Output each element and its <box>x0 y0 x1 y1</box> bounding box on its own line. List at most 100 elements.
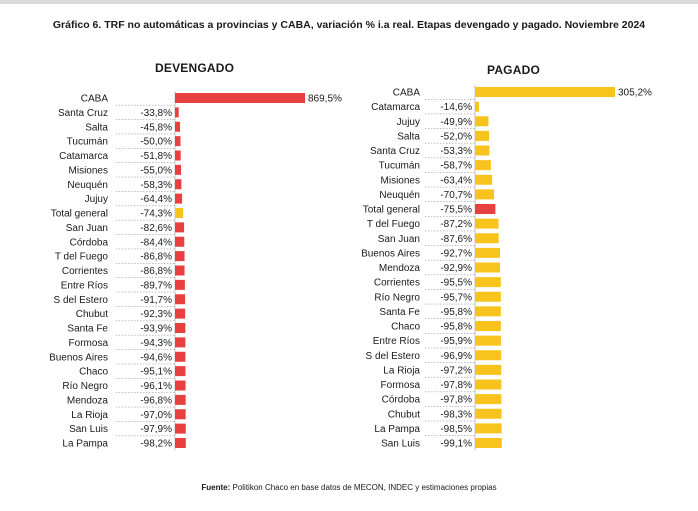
data-label: -63,4% <box>440 175 472 186</box>
category-label: Buenos Aires <box>361 248 420 259</box>
category-label: La Pampa <box>374 424 420 435</box>
category-label: Total general <box>363 205 420 216</box>
data-label: -84,4% <box>140 237 172 248</box>
bar <box>475 438 502 448</box>
bar <box>475 101 479 112</box>
category-label: Chubut <box>388 409 420 420</box>
bar <box>175 121 181 132</box>
category-label: Formosa <box>69 338 109 349</box>
category-label: Salta <box>397 131 420 142</box>
bar <box>475 379 502 390</box>
data-label: -93,9% <box>140 324 172 335</box>
bar <box>175 150 181 161</box>
bar <box>175 136 181 147</box>
category-label: Jujuy <box>397 117 420 128</box>
data-label: -92,9% <box>440 263 472 274</box>
data-label: -96,8% <box>140 395 172 406</box>
bar <box>175 251 185 262</box>
category-label: Río Negro <box>62 381 108 392</box>
data-label: 305,2% <box>618 88 652 99</box>
data-label: -98,2% <box>140 439 172 450</box>
data-label: -91,7% <box>140 295 172 306</box>
category-label: T del Fuego <box>55 252 109 263</box>
category-label: La Rioja <box>71 410 108 421</box>
data-label: -94,3% <box>140 338 172 349</box>
data-label: -95,9% <box>440 336 472 347</box>
category-label: La Pampa <box>62 439 108 450</box>
data-label: 869,5% <box>308 94 342 105</box>
bar <box>175 279 185 290</box>
bar <box>475 87 615 97</box>
bar <box>175 394 186 405</box>
bar <box>175 366 186 377</box>
category-label: Entre Ríos <box>373 336 420 347</box>
data-label: -87,2% <box>440 219 472 230</box>
category-label: Entre Ríos <box>61 280 108 291</box>
category-label: Corrientes <box>374 278 420 289</box>
bar <box>475 350 502 361</box>
data-label: -98,3% <box>440 409 472 420</box>
bar <box>175 93 305 103</box>
data-label: -70,7% <box>440 190 472 201</box>
category-label: Mendoza <box>67 395 109 406</box>
data-label: -45,8% <box>140 122 172 133</box>
bar <box>175 222 185 233</box>
data-label: -51,8% <box>140 151 172 162</box>
category-label: T del Fuego <box>367 219 421 230</box>
data-label: -58,3% <box>140 180 172 191</box>
data-label: -95,1% <box>140 367 172 378</box>
data-label: -89,7% <box>140 280 172 291</box>
bar <box>475 262 501 273</box>
category-label: Santa Cruz <box>370 146 420 157</box>
bar <box>475 291 501 302</box>
category-label: San Luis <box>69 424 108 435</box>
category-label: Jujuy <box>85 194 108 205</box>
data-label: -75,5% <box>440 205 472 216</box>
data-label: -96,9% <box>440 351 472 362</box>
category-label: San Juan <box>378 234 420 245</box>
pagado-title: PAGADO <box>487 63 540 77</box>
category-label: Chubut <box>76 309 108 320</box>
category-label: Chaco <box>79 367 108 378</box>
bar <box>175 351 186 362</box>
category-label: Mendoza <box>379 263 421 274</box>
category-label: CABA <box>81 94 109 105</box>
bar <box>475 277 501 288</box>
bar <box>475 204 496 214</box>
bar <box>175 409 186 420</box>
bar <box>175 380 186 391</box>
bar <box>175 438 186 448</box>
bar <box>175 208 184 218</box>
bar <box>175 308 186 319</box>
category-label: Buenos Aires <box>49 352 108 363</box>
data-label: -92,7% <box>440 248 472 259</box>
category-label: San Juan <box>66 223 108 234</box>
category-label: Misiones <box>381 175 420 186</box>
bar <box>475 335 501 346</box>
bar <box>175 164 182 175</box>
bar <box>475 408 502 419</box>
bar <box>475 364 502 375</box>
data-label: -86,8% <box>140 266 172 277</box>
data-label: -97,2% <box>440 365 472 376</box>
bar <box>475 321 501 331</box>
category-label: Río Negro <box>374 292 420 303</box>
category-label: Tucumán <box>379 161 420 172</box>
data-label: -97,0% <box>140 410 172 421</box>
category-label: Corrientes <box>62 266 108 277</box>
bar <box>475 189 495 200</box>
source-label: Fuente: <box>201 483 231 492</box>
bar <box>175 294 186 305</box>
data-label: -86,8% <box>140 252 172 263</box>
data-label: -97,8% <box>440 395 472 406</box>
category-label: Santa Fe <box>67 324 108 335</box>
category-label: Santa Fe <box>379 307 420 318</box>
data-label: -33,8% <box>140 108 172 119</box>
category-label: Catamarca <box>59 151 108 162</box>
data-label: -55,0% <box>140 165 172 176</box>
bar <box>475 116 489 127</box>
category-label: La Rioja <box>383 365 420 376</box>
category-label: Misiones <box>69 165 108 176</box>
